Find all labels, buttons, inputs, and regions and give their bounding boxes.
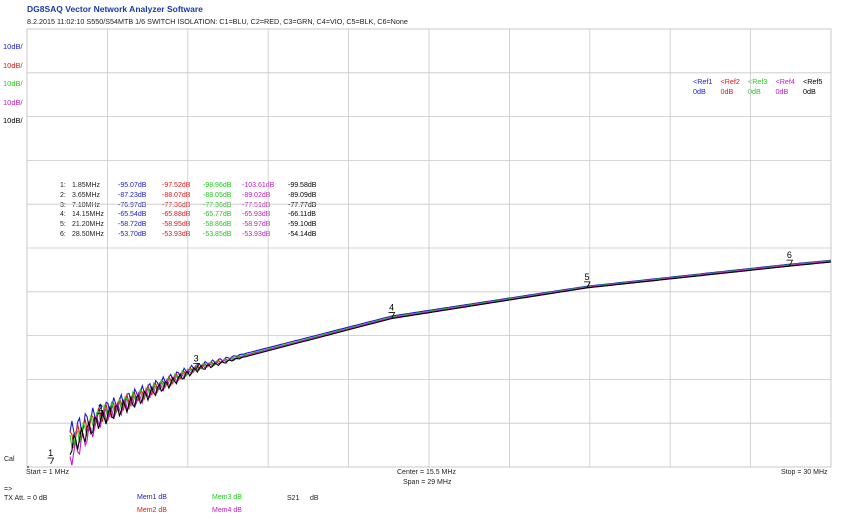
marker-c3: -65.77dB: [203, 211, 232, 219]
trace-1: [69, 259, 832, 438]
memory-2-label[interactable]: Mem2 dB: [137, 507, 167, 514]
tx-attenuation[interactable]: TX Att. = 0 dB: [4, 495, 48, 502]
ref-2[interactable]: <Ref2 0dB: [720, 77, 740, 96]
marker-index: 4:: [60, 211, 66, 219]
marker-c4: -103.61dB: [242, 182, 275, 189]
marker-c5: -89.09dB: [288, 191, 317, 199]
scale-label-3[interactable]: 10dB/: [3, 79, 23, 88]
center-frequency: Center = 15.5 MHz: [397, 469, 456, 476]
memory-4-label[interactable]: Mem4 dB: [212, 507, 242, 514]
marker-c2: -88.07dB: [162, 191, 191, 199]
marker-2-triangle: [97, 412, 105, 420]
marker-c1: -53.70dB: [118, 230, 147, 238]
measurement-info: 8.2.2015 11:02:10 S550/S54MTB 1/6 SWITCH…: [27, 17, 408, 26]
marker-1-label: 1: [48, 448, 53, 458]
marker-c5: -54.14dB: [288, 230, 317, 238]
marker-c1: -58.72dB: [118, 221, 147, 229]
marker-c4: -89.02dB: [242, 191, 271, 199]
marker-3-triangle: [193, 363, 200, 370]
ref-3[interactable]: <Ref3 0dB: [748, 77, 768, 96]
marker-c4: -65.93dB: [242, 211, 271, 219]
marker-freq: 14.15MHz: [72, 211, 104, 219]
marker-c1: -87.23dB: [118, 191, 147, 199]
marker-c5: -99.58dB: [288, 182, 317, 189]
marker-index: 1:: [60, 182, 66, 189]
scale-label-1[interactable]: 10dB/: [3, 42, 23, 51]
marker-freq: 1.85MHz: [72, 182, 101, 189]
cal-label: Cal: [4, 456, 15, 463]
marker-c1: -65.54dB: [118, 211, 147, 219]
marker-index: 3:: [60, 201, 66, 209]
ref-4[interactable]: <Ref4 0dB: [775, 77, 795, 96]
trace-3: [69, 260, 832, 449]
marker-c2: -53.93dB: [162, 230, 191, 238]
marker-c1: -76.97dB: [118, 201, 147, 209]
marker-5-triangle: [584, 281, 591, 289]
ref-5[interactable]: <Ref5 0dB: [803, 77, 823, 96]
marker-c3: -98.96dB: [203, 182, 232, 189]
span-frequency: Span = 29 MHz: [403, 479, 452, 486]
s21-unit: dB: [310, 495, 319, 502]
marker-c5: -59.10dB: [288, 221, 317, 229]
app-title: DG8SAQ Vector Network Analyzer Software: [27, 4, 203, 14]
scale-label-2[interactable]: 10dB/: [3, 60, 23, 70]
trace-2: [69, 260, 832, 447]
marker-c3: -53.85dB: [203, 230, 232, 238]
marker-c3: -77.36dB: [203, 201, 232, 209]
marker-3-label: 3: [194, 354, 199, 364]
marker-index: 2:: [60, 191, 66, 199]
scale-label-4[interactable]: 10dB/: [3, 97, 23, 107]
ref-1[interactable]: <Ref1 0dB: [693, 77, 713, 96]
marker-c2: -77.36dB: [162, 201, 191, 209]
marker-c2: -65.88dB: [162, 211, 191, 219]
marker-freq: 7.10MHz: [72, 201, 101, 209]
marker-c2: -58.95dB: [162, 221, 191, 229]
marker-c4: -53.93dB: [242, 230, 271, 238]
marker-1-triangle: [47, 457, 55, 465]
trace-5: [69, 261, 832, 456]
marker-freq: 28.50MHz: [72, 230, 104, 238]
marker-6-label: 6: [787, 250, 792, 260]
marker-c3: -88.05dB: [203, 191, 232, 199]
s21-label[interactable]: S21: [287, 495, 300, 502]
marker-6-triangle: [786, 259, 794, 267]
marker-c5: -77.77dB: [288, 201, 317, 209]
scale-label-5[interactable]: 10dB/: [3, 116, 23, 125]
marker-c5: -66.11dB: [288, 211, 316, 219]
marker-4-triangle: [388, 312, 396, 319]
marker-5-label: 5: [585, 272, 590, 282]
marker-index: 6:: [60, 230, 66, 238]
start-frequency: Start = 1 MHz: [26, 469, 69, 476]
marker-c3: -58.86dB: [203, 221, 232, 229]
marker-freq: 21.20MHz: [72, 221, 104, 229]
memory-1-label[interactable]: Mem1 dB: [137, 494, 167, 501]
stop-frequency: Stop = 30 MHz: [781, 469, 828, 476]
marker-index: 5:: [60, 221, 66, 229]
marker-2-label: 2: [98, 403, 103, 413]
memory-3-label[interactable]: Mem3 dB: [212, 494, 242, 501]
marker-c4: -77.51dB: [242, 201, 271, 209]
marker-4-label: 4: [389, 303, 394, 313]
marker-c1: -95.07dB: [118, 182, 147, 189]
marker-c2: -97.52dB: [162, 182, 191, 189]
marker-c4: -58.97dB: [242, 221, 271, 229]
marker-freq: 3.65MHz: [72, 191, 101, 199]
arrow-indicator: =>: [4, 486, 13, 493]
